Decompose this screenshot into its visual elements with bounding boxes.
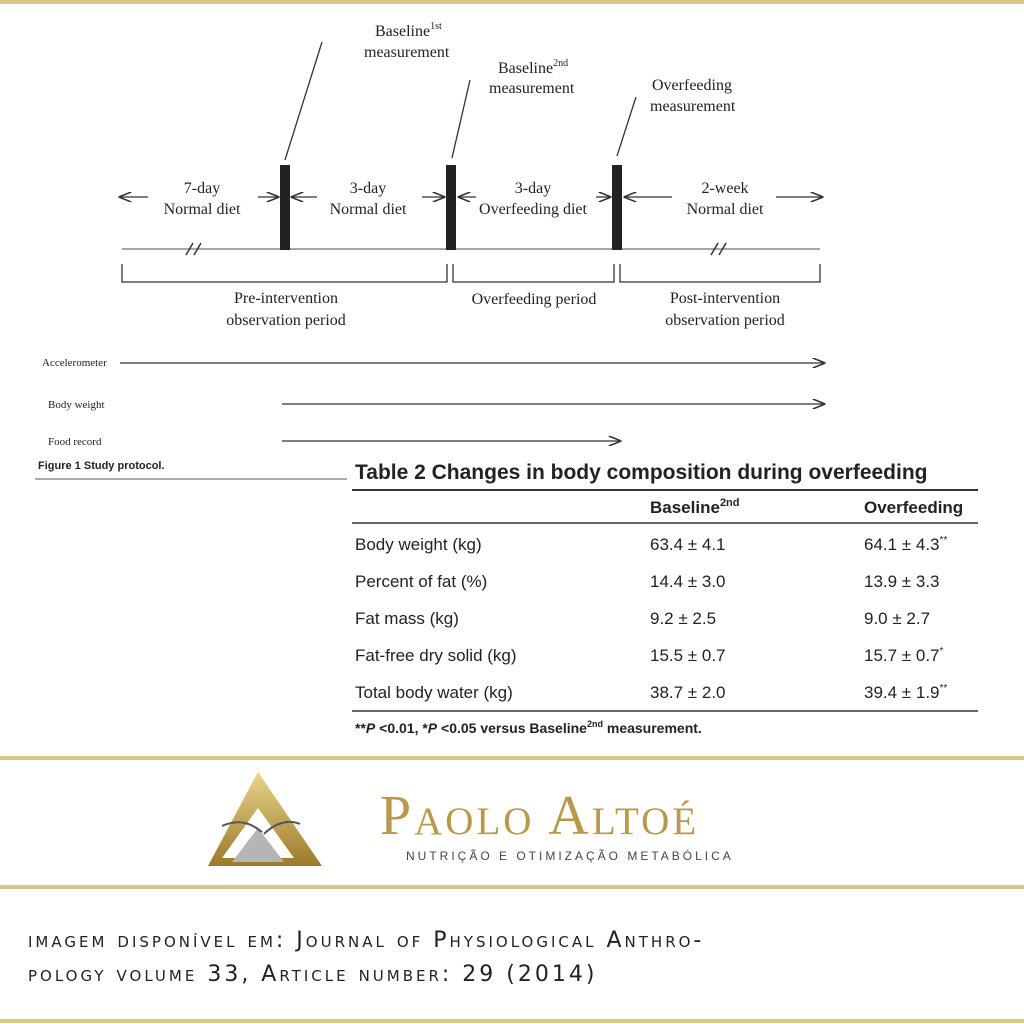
track-label: Body weight (48, 399, 105, 411)
source-line: imagem disponível em: Journal of Physiol… (28, 928, 704, 953)
leader (616, 96, 637, 157)
header: Baseline (650, 498, 720, 517)
measurement-label: Baseline1st (375, 21, 442, 40)
cell-value: 39.4 ± 1.9 (864, 683, 940, 702)
caption-label: Figure 1 (38, 460, 81, 472)
phase: 7-day (184, 180, 220, 197)
label: Baseline (375, 23, 430, 40)
fn: ** (355, 720, 366, 736)
column-header: Overfeeding (864, 498, 963, 517)
column-header: Baseline2nd (650, 497, 740, 517)
phase: Normal diet (330, 201, 407, 218)
break (185, 242, 727, 256)
sup: 2nd (553, 58, 568, 69)
cell: 38.7 ± 2.0 (650, 683, 726, 702)
brand-tagline: nutrição e otimização metabólica (406, 848, 734, 863)
measurement-label: Overfeeding (652, 77, 732, 94)
track-label: Accelerometer (42, 357, 107, 369)
period-brace (121, 264, 821, 283)
fn: 2nd (587, 719, 603, 729)
period: Overfeeding period (472, 291, 597, 308)
cell-value: 9.0 ± 2.7 (864, 609, 930, 628)
period: observation period (665, 312, 785, 329)
periods: Pre-intervention observation period Over… (226, 290, 785, 329)
fn: P (366, 720, 376, 736)
significance: * (940, 646, 944, 657)
cell: 63.4 ± 4.1 (650, 535, 726, 554)
sup: 2nd (720, 497, 740, 509)
track-label: Food record (48, 436, 102, 448)
row-label: Fat-free dry solid (kg) (355, 646, 517, 665)
caption-text: Study protocol. (84, 460, 165, 472)
measurement-label: Baseline2nd (498, 58, 568, 77)
cell: 14.4 ± 3.0 (650, 572, 726, 591)
phase: Normal diet (687, 201, 764, 218)
row-label: Body weight (kg) (355, 535, 482, 554)
phase: Normal diet (164, 201, 241, 218)
row-label: Fat mass (kg) (355, 609, 459, 628)
phase: Overfeeding diet (479, 201, 588, 218)
cell-value: 15.7 ± 0.7 (864, 646, 940, 665)
logo (208, 772, 322, 866)
cell-value: 64.1 ± 4.3 (864, 535, 940, 554)
row-label: Total body water (kg) (355, 683, 513, 702)
source-line: pology volume 33, Article number: 29 (20… (28, 962, 597, 987)
fn: <0.01, * (375, 720, 428, 736)
leader (451, 79, 471, 159)
measure-bar (612, 165, 622, 250)
fn: P (428, 720, 438, 736)
cell: 39.4 ± 1.9** (864, 683, 947, 702)
footnote: **P <0.01, *P <0.05 versus Baseline2nd m… (355, 719, 702, 736)
brand-name: Paolo Altoé (380, 785, 699, 847)
sup: 1st (430, 21, 442, 32)
table: Table 2 Changes in body composition duri… (352, 461, 978, 736)
table-title: Table 2 Changes in body composition duri… (355, 461, 928, 484)
significance: ** (940, 535, 948, 546)
cell-value: 13.9 ± 3.3 (864, 572, 940, 591)
phase: 3-day (350, 180, 386, 197)
fn: <0.05 versus Baseline (437, 720, 587, 736)
cell: 15.5 ± 0.7 (650, 646, 726, 665)
cell: 15.7 ± 0.7* (864, 646, 944, 665)
protocol-figure: Baseline1st measurement Baseline2nd meas… (35, 21, 824, 480)
table-body: Body weight (kg) 63.4 ± 4.1 64.1 ± 4.3**Pe… (355, 535, 947, 702)
period: Pre-intervention (234, 290, 338, 307)
cell: 9.0 ± 2.7 (864, 609, 930, 628)
measurement-label: measurement (364, 44, 450, 61)
cell: 13.9 ± 3.3 (864, 572, 940, 591)
significance: ** (940, 683, 948, 694)
measure-bar (280, 165, 290, 250)
phases: 7-day Normal diet 3-day Normal diet 3-da… (164, 180, 764, 218)
label: Baseline (498, 60, 553, 77)
leader (284, 41, 323, 161)
phase: 3-day (515, 180, 551, 197)
measurement-label: measurement (650, 98, 736, 115)
row-label: Percent of fat (%) (355, 572, 487, 591)
fn: measurement. (603, 720, 702, 736)
period: observation period (226, 312, 346, 329)
cell: 9.2 ± 2.5 (650, 609, 716, 628)
cell: 64.1 ± 4.3** (864, 535, 947, 554)
measure-bar (446, 165, 456, 250)
caption: Figure 1 Study protocol. (38, 460, 165, 472)
measurement-label: measurement (489, 80, 575, 97)
phase: 2-week (701, 180, 748, 197)
period: Post-intervention (670, 290, 780, 307)
